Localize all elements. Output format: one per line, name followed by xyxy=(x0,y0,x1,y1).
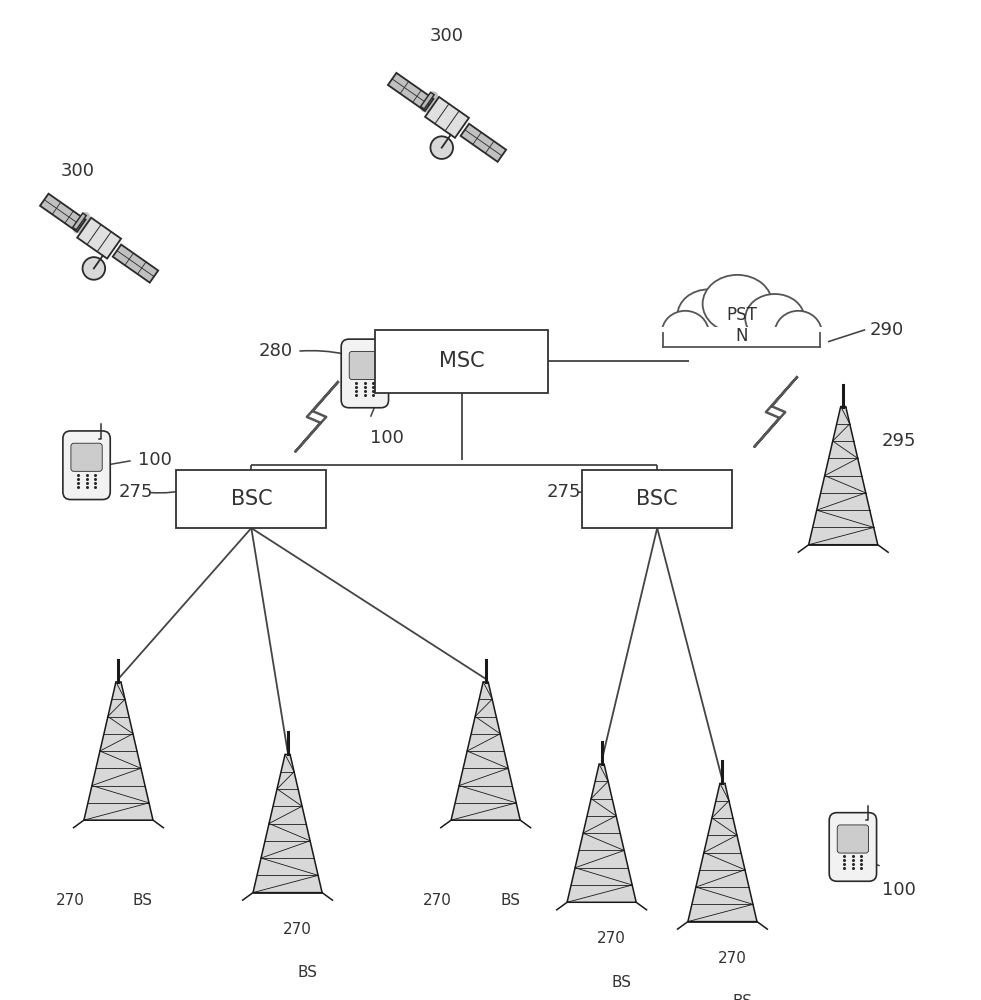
Text: 100: 100 xyxy=(370,429,403,447)
FancyBboxPatch shape xyxy=(349,351,381,380)
Text: 270: 270 xyxy=(596,931,626,946)
Text: 275: 275 xyxy=(546,483,581,501)
Circle shape xyxy=(82,257,105,280)
Ellipse shape xyxy=(661,310,822,362)
FancyBboxPatch shape xyxy=(71,443,102,471)
Polygon shape xyxy=(77,218,121,259)
Polygon shape xyxy=(113,245,158,283)
FancyBboxPatch shape xyxy=(341,339,388,408)
Polygon shape xyxy=(688,783,757,922)
Bar xyxy=(375,330,548,393)
Bar xyxy=(583,470,732,528)
Polygon shape xyxy=(808,407,878,545)
Text: MSC: MSC xyxy=(439,351,485,371)
Text: 270: 270 xyxy=(423,893,451,908)
Text: BS: BS xyxy=(133,893,153,908)
FancyBboxPatch shape xyxy=(829,813,877,881)
Polygon shape xyxy=(40,194,85,232)
Text: PST
N: PST N xyxy=(726,306,757,345)
Text: 270: 270 xyxy=(717,951,747,966)
Text: 300: 300 xyxy=(430,27,464,45)
FancyBboxPatch shape xyxy=(659,327,824,359)
Text: 100: 100 xyxy=(137,451,172,469)
Text: BS: BS xyxy=(500,893,520,908)
Text: 270: 270 xyxy=(56,893,84,908)
Text: BSC: BSC xyxy=(231,489,272,509)
Ellipse shape xyxy=(678,289,740,342)
Polygon shape xyxy=(73,213,86,230)
Ellipse shape xyxy=(702,275,772,333)
Polygon shape xyxy=(387,73,434,111)
Ellipse shape xyxy=(662,311,708,355)
Text: 300: 300 xyxy=(61,162,94,180)
Text: 290: 290 xyxy=(869,321,904,339)
Text: BSC: BSC xyxy=(637,489,678,509)
Text: 295: 295 xyxy=(882,432,916,450)
Text: 275: 275 xyxy=(119,483,153,501)
Text: 270: 270 xyxy=(283,922,312,937)
Text: BS: BS xyxy=(732,994,752,1000)
Text: BS: BS xyxy=(611,975,632,990)
Polygon shape xyxy=(425,97,469,138)
Polygon shape xyxy=(461,124,506,162)
Circle shape xyxy=(431,136,453,159)
Text: 280: 280 xyxy=(258,342,292,360)
Ellipse shape xyxy=(775,311,822,355)
Bar xyxy=(177,470,327,528)
Polygon shape xyxy=(567,764,637,902)
Polygon shape xyxy=(421,92,435,109)
Polygon shape xyxy=(253,754,322,893)
FancyBboxPatch shape xyxy=(63,431,110,500)
FancyBboxPatch shape xyxy=(837,825,868,853)
Polygon shape xyxy=(451,682,520,820)
Ellipse shape xyxy=(746,294,804,343)
Text: BS: BS xyxy=(297,965,317,980)
Polygon shape xyxy=(84,682,153,820)
Text: 100: 100 xyxy=(882,881,915,899)
